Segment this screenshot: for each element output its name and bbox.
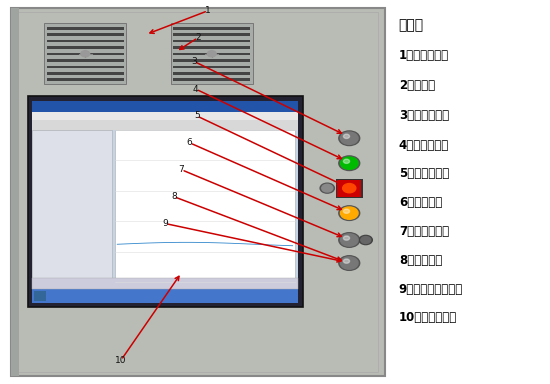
Bar — [336, 179, 363, 198]
Circle shape — [339, 233, 360, 247]
Bar — [44, 23, 127, 84]
Circle shape — [339, 256, 360, 270]
Bar — [170, 23, 253, 84]
Bar — [47, 78, 124, 81]
Text: 5、主电指示灯: 5、主电指示灯 — [399, 167, 449, 180]
Bar — [173, 78, 250, 81]
Circle shape — [340, 257, 358, 269]
Text: 2、显示屏: 2、显示屏 — [399, 79, 435, 92]
Bar — [32, 120, 298, 130]
Bar — [173, 72, 250, 75]
Circle shape — [320, 183, 334, 193]
Circle shape — [361, 237, 371, 243]
Circle shape — [343, 259, 350, 263]
Circle shape — [343, 209, 350, 214]
Bar — [47, 59, 124, 62]
Circle shape — [343, 134, 350, 139]
Circle shape — [340, 157, 358, 169]
Bar — [173, 33, 250, 36]
Text: 9: 9 — [162, 219, 168, 228]
Bar — [47, 53, 124, 55]
Circle shape — [81, 51, 90, 57]
Text: 5: 5 — [194, 111, 200, 121]
Circle shape — [339, 131, 360, 146]
Text: 3: 3 — [191, 57, 197, 66]
Bar — [47, 33, 124, 36]
Circle shape — [339, 156, 360, 170]
Bar — [47, 66, 124, 68]
Bar — [32, 112, 298, 120]
Text: 8、消音按鈕: 8、消音按鈕 — [399, 254, 442, 267]
Bar — [28, 96, 302, 307]
Text: 3、备电指示灯: 3、备电指示灯 — [399, 109, 449, 122]
Bar — [32, 290, 298, 303]
Bar — [337, 180, 361, 197]
Text: 10、火警指示灯: 10、火警指示灯 — [399, 311, 457, 324]
Circle shape — [322, 184, 333, 192]
Bar — [47, 40, 124, 43]
Text: 8: 8 — [171, 192, 177, 201]
Bar — [173, 46, 250, 49]
Bar — [32, 101, 298, 303]
Bar — [173, 59, 250, 62]
Text: 10: 10 — [116, 356, 127, 365]
Text: 9、光纤故障指示灯: 9、光纤故障指示灯 — [399, 283, 463, 296]
Text: 4: 4 — [193, 84, 199, 94]
Bar — [32, 101, 298, 112]
Circle shape — [339, 206, 360, 220]
Text: 说明：: 说明： — [399, 18, 424, 32]
Bar — [173, 40, 250, 43]
Bar — [47, 27, 124, 30]
Text: 7、故障指示灯: 7、故障指示灯 — [399, 225, 449, 238]
Text: 1: 1 — [205, 6, 211, 15]
Circle shape — [340, 234, 358, 246]
Bar — [173, 53, 250, 55]
Circle shape — [343, 184, 356, 193]
Bar — [11, 8, 19, 376]
Circle shape — [343, 236, 350, 240]
Text: 6、电源开关: 6、电源开关 — [399, 196, 442, 209]
Text: 2: 2 — [195, 33, 201, 42]
Bar — [47, 72, 124, 75]
Text: 1、风扇散热口: 1、风扇散热口 — [399, 49, 449, 62]
Bar — [173, 27, 250, 30]
Bar — [34, 291, 46, 301]
Bar — [114, 130, 295, 282]
Circle shape — [207, 51, 216, 57]
Bar — [32, 130, 112, 282]
Bar — [173, 66, 250, 68]
Circle shape — [340, 207, 358, 219]
Text: 6: 6 — [187, 138, 192, 147]
Circle shape — [343, 159, 350, 164]
Circle shape — [359, 235, 372, 245]
Circle shape — [340, 132, 358, 144]
Text: 7: 7 — [179, 165, 184, 174]
Bar — [18, 12, 378, 372]
Bar — [11, 8, 385, 376]
Bar — [47, 46, 124, 49]
Text: 4、运行指示灯: 4、运行指示灯 — [399, 139, 449, 152]
Bar — [32, 278, 298, 290]
